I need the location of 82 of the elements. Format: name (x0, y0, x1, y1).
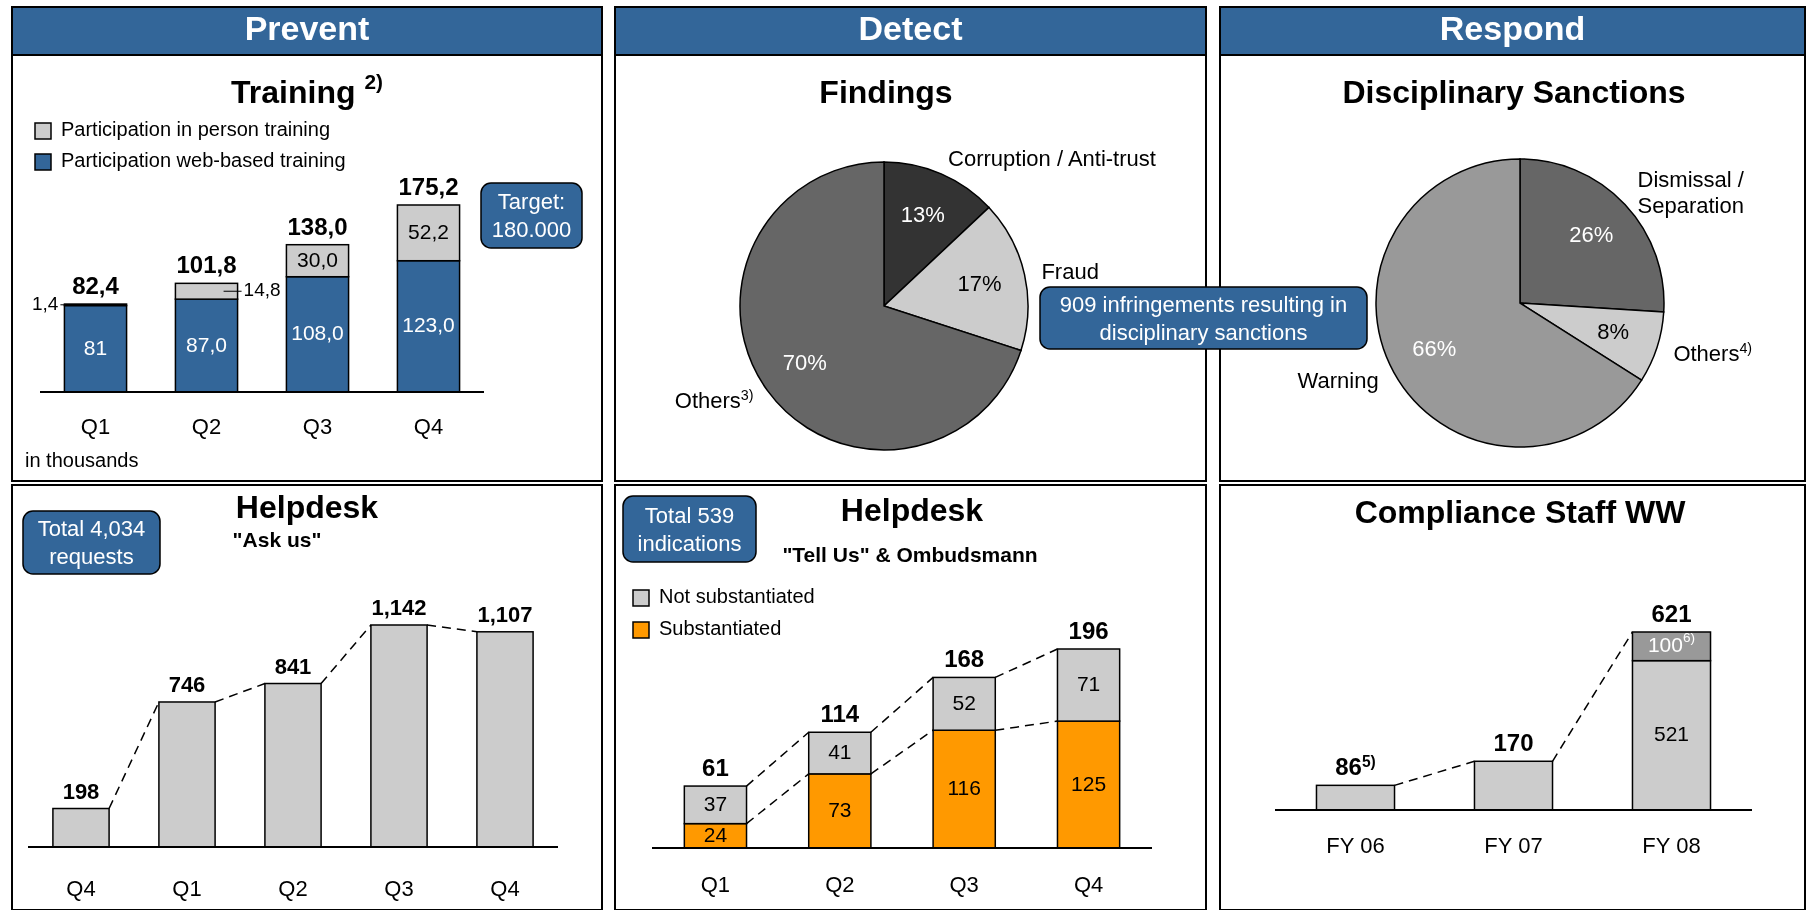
total-label: 170 (1493, 729, 1534, 757)
x-tick-label: Q3 (949, 871, 979, 897)
text: Respond (1439, 8, 1586, 47)
data-label: 100$^{6)}$ (1647, 630, 1696, 656)
total-label: 86$^{5)}$ (1335, 752, 1376, 781)
total-label: 101,8 (176, 251, 237, 279)
total-label: 61 (702, 754, 729, 782)
x-tick-label: Q4 (490, 875, 520, 901)
total-label: 621 (1651, 600, 1692, 627)
data-label: 198 (62, 778, 100, 804)
chart-title: Training $^{2)}$ (231, 70, 383, 111)
data-label: 52 (952, 690, 976, 714)
data-label: 108,0 (291, 320, 344, 344)
text: Total 539 indications (637, 502, 742, 556)
x-tick-label: Q3 (302, 413, 333, 439)
text: Prevent (244, 8, 370, 47)
x-tick-label: Q1 (700, 871, 731, 897)
data-label: 30,0 (297, 247, 338, 271)
chart-subtitle: "Ask us" (232, 527, 322, 551)
x-tick-label: Q1 (80, 413, 111, 439)
data-label: 13% (900, 201, 945, 227)
slice-label: Others$^{4)}$ (1673, 339, 1753, 366)
data-label: 24 (703, 822, 728, 846)
slice-label: Fraud (1041, 258, 1099, 284)
x-tick-label: FY 08 (1642, 832, 1701, 858)
data-label: 81 (83, 335, 108, 359)
x-tick-label: Q1 (172, 875, 202, 901)
x-tick-label: Q3 (384, 875, 414, 901)
x-tick-label: Q4 (66, 875, 96, 901)
x-tick-label: Q4 (413, 413, 444, 439)
data-label: 746 (168, 671, 206, 697)
data-label: 123,0 (402, 312, 455, 336)
data-label: 1,4 (32, 292, 59, 314)
legend-label: Substantiated (659, 617, 782, 640)
slice-label: Dismissal / Separation (1637, 167, 1745, 219)
x-tick-label: FY 06 (1326, 832, 1385, 858)
data-label: 87,0 (186, 332, 227, 356)
x-tick-label: Q4 (1073, 871, 1104, 897)
data-label: 73 (828, 797, 852, 821)
data-label: 125 (1071, 771, 1107, 795)
data-label: 71 (1076, 671, 1101, 695)
slice-label: Warning (1297, 368, 1379, 394)
text: Detect (858, 8, 963, 47)
data-label: 52,2 (408, 219, 449, 243)
data-label: 70% (782, 349, 827, 375)
chart-title: Helpdesk (840, 492, 984, 529)
data-label: 521 (1653, 721, 1690, 745)
chart-title: Compliance Staff WW (1354, 494, 1687, 531)
total-label: 168 (944, 645, 985, 673)
data-label: 116 (947, 775, 981, 799)
slice-label: Corruption / Anti-trust (948, 145, 1156, 171)
data-label: 17% (957, 270, 1002, 296)
chart-title: Helpdesk (235, 489, 379, 526)
slice-label: Others$^{3)}$ (674, 387, 754, 414)
total-label: 82,4 (72, 272, 120, 300)
chart-title: Findings (819, 74, 953, 111)
chart-title: Disciplinary Sanctions (1342, 74, 1686, 111)
legend-label: Participation in person training (61, 118, 331, 141)
total-label: 114 (820, 700, 860, 728)
x-tick-label: FY 07 (1484, 832, 1543, 858)
text: Total 4,034 requests (37, 516, 146, 570)
data-label: 841 (274, 653, 312, 679)
x-tick-label: Q2 (825, 871, 855, 897)
legend-label: Not substantiated (659, 585, 815, 608)
text: Target: 180.000 (491, 189, 572, 243)
x-tick-label: Q2 (191, 413, 222, 439)
data-label: 8% (1597, 319, 1630, 345)
data-label: 1,107 (477, 601, 533, 627)
data-label: 41 (828, 739, 852, 763)
chart-subtitle: "Tell Us" & Ombudsmann (782, 542, 1038, 566)
data-label: 37 (703, 791, 728, 815)
text: in thousands (25, 449, 139, 472)
data-label: 66% (1412, 335, 1457, 361)
text: 909 infringements resulting in disciplinary sanctions (1059, 291, 1348, 345)
data-label: 14,8 (243, 279, 281, 301)
total-label: 138,0 (287, 212, 348, 240)
data-label: 1,142 (371, 595, 427, 620)
legend-label: Participation web-based training (61, 149, 346, 172)
total-label: 175,2 (398, 173, 459, 200)
data-label: 26% (1569, 221, 1614, 247)
total-label: 196 (1068, 617, 1109, 644)
x-tick-label: Q2 (278, 875, 308, 901)
